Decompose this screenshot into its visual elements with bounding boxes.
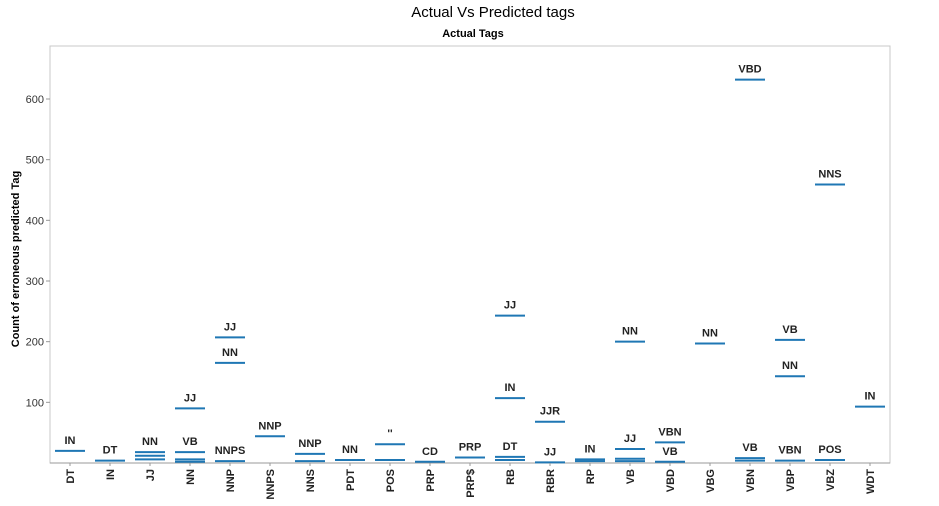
x-category-label: VBN — [745, 469, 757, 492]
x-category-label: PRP — [425, 469, 437, 492]
data-label: NN — [342, 444, 358, 456]
data-label: VB — [742, 442, 757, 454]
x-axis-categories: DT IN JJ NN NNP NNPS NNS PDT POS PRP PRP$ RB RBR RP VB… — [65, 463, 877, 500]
y-tick-label: 600 — [26, 94, 44, 106]
plot-frame — [49, 45, 891, 464]
x-category-label: VBP — [785, 469, 797, 492]
data-label: JJR — [540, 406, 560, 418]
x-category-label: RBR — [545, 469, 557, 493]
data-label: JJ — [624, 433, 636, 445]
x-category-label: JJ — [145, 469, 157, 481]
data-label: VB — [782, 324, 797, 336]
data-label: NN — [142, 436, 158, 448]
chart-subtitle: Actual Tags — [442, 28, 504, 40]
x-category-label: RP — [585, 469, 597, 484]
x-category-label: RB — [505, 469, 517, 485]
data-label: IN — [65, 435, 76, 447]
data-label: IN — [865, 391, 876, 403]
x-category-label: VBG — [705, 469, 717, 493]
x-category-label: POS — [385, 469, 397, 492]
x-category-label: VBZ — [825, 469, 837, 491]
data-label: VB — [182, 436, 197, 448]
data-label: VB — [662, 446, 677, 458]
data-label: JJ — [504, 300, 516, 312]
y-tick-label: 300 — [26, 276, 44, 288]
data-label: JJ — [224, 321, 236, 333]
data-label: IN — [505, 382, 516, 394]
data-label: VBN — [778, 445, 801, 457]
data-label: POS — [818, 444, 841, 456]
x-category-label: NN — [185, 469, 197, 485]
data-label: NNS — [818, 169, 841, 181]
y-tick-label: 400 — [26, 215, 44, 227]
chart-title: Actual Vs Predicted tags — [411, 4, 575, 21]
data-label: CD — [422, 446, 438, 458]
data-label: NN — [782, 360, 798, 372]
data-label: PRP — [459, 442, 482, 454]
x-category-label: DT — [65, 469, 77, 484]
plot-border — [49, 45, 891, 464]
data-label: VBN — [658, 426, 681, 438]
data-label: NNP — [258, 420, 281, 432]
data-label: '' — [387, 428, 393, 440]
data-label: DT — [103, 445, 118, 457]
data-marks: IN DT NN JJ VB JJ NN NNPS NNP NNP NN '' CD PRP JJ IN DT J… — [55, 64, 885, 464]
data-label: JJ — [544, 446, 556, 458]
data-label: VBD — [738, 64, 761, 76]
x-category-label: VBD — [665, 469, 677, 492]
y-axis-ticks: 100 200 300 400 500 600 — [26, 94, 50, 409]
x-category-label: PDT — [345, 469, 357, 491]
x-category-label: NNPS — [265, 469, 277, 500]
x-category-label: WDT — [865, 469, 877, 494]
x-category-label: PRP$ — [465, 469, 477, 498]
data-label: NN — [702, 327, 718, 339]
y-tick-label: 200 — [26, 337, 44, 349]
x-category-label: IN — [105, 469, 117, 480]
x-category-label: NNP — [225, 469, 237, 492]
data-label: JJ — [184, 392, 196, 404]
data-label: NN — [222, 347, 238, 359]
data-label: IN — [585, 443, 596, 455]
data-label: NNPS — [215, 445, 246, 457]
x-category-label: NNS — [305, 469, 317, 492]
y-tick-label: 100 — [26, 397, 44, 409]
data-label: NN — [622, 326, 638, 338]
data-label: DT — [503, 441, 518, 453]
data-label: NNP — [298, 438, 321, 450]
x-category-label: VB — [625, 469, 637, 484]
y-tick-label: 500 — [26, 155, 44, 167]
